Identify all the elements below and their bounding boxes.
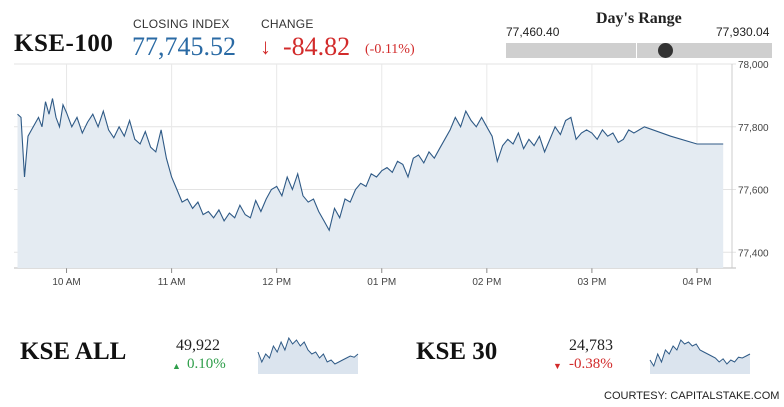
sub-index-value-kse-30: 24,783 [569, 337, 613, 354]
x-tick-label: 04 PM [683, 277, 712, 288]
closing-index-label: CLOSING INDEX [133, 17, 230, 31]
y-tick-label: 77,400 [738, 248, 769, 259]
sparkline-line [257, 336, 359, 365]
intraday-chart: 77,400 77,600 77,800 78,000 10 AM 11 AM 12 PM 0… [14, 60, 769, 288]
y-tick-label: 77,800 [738, 123, 769, 134]
days-range-title: Day's Range [596, 10, 682, 27]
days-range-low: 77,460.40 [506, 25, 560, 39]
arrow-down-icon: ▼ [553, 361, 562, 371]
source-credit: COURTESY: CAPITALSTAKE.COM [604, 390, 780, 402]
change-label: CHANGE [261, 17, 314, 31]
x-tick-label: 01 PM [367, 277, 396, 288]
series-area [17, 98, 724, 268]
sub-index-value-kse-all: 49,922 [176, 337, 220, 354]
y-tick-label: 78,000 [738, 60, 769, 71]
days-range-high: 77,930.04 [716, 25, 770, 39]
sub-index-change-kse-all: 0.10% [187, 356, 226, 372]
arrow-up-icon: ▲ [172, 361, 181, 371]
y-tick-label: 77,600 [738, 186, 769, 197]
series-line [17, 98, 724, 232]
days-range-marker [658, 43, 674, 58]
x-tick-label: 12 PM [262, 277, 291, 288]
days-range-midpoint [636, 43, 637, 58]
sub-index-name-kse-30: KSE 30 [416, 338, 498, 365]
x-tick-label: 03 PM [577, 277, 606, 288]
sub-index-change-kse-30: -0.38% [569, 356, 613, 372]
change-percent: (-0.11%) [365, 42, 415, 57]
sparkline-area [258, 338, 358, 374]
arrow-down-icon: ↓ [260, 34, 271, 59]
change-value: -84.82 [283, 32, 351, 61]
days-range-track [506, 43, 772, 58]
x-tick-label: 02 PM [472, 277, 501, 288]
closing-index-value: 77,745.52 [132, 32, 236, 61]
x-tick-label: 11 AM [158, 277, 186, 288]
sparkline-area [650, 340, 750, 374]
sparkline-line [649, 339, 751, 368]
x-tick-label: 10 AM [52, 277, 80, 288]
index-title: KSE-100 [14, 30, 114, 57]
sub-index-name-kse-all: KSE ALL [20, 338, 127, 365]
